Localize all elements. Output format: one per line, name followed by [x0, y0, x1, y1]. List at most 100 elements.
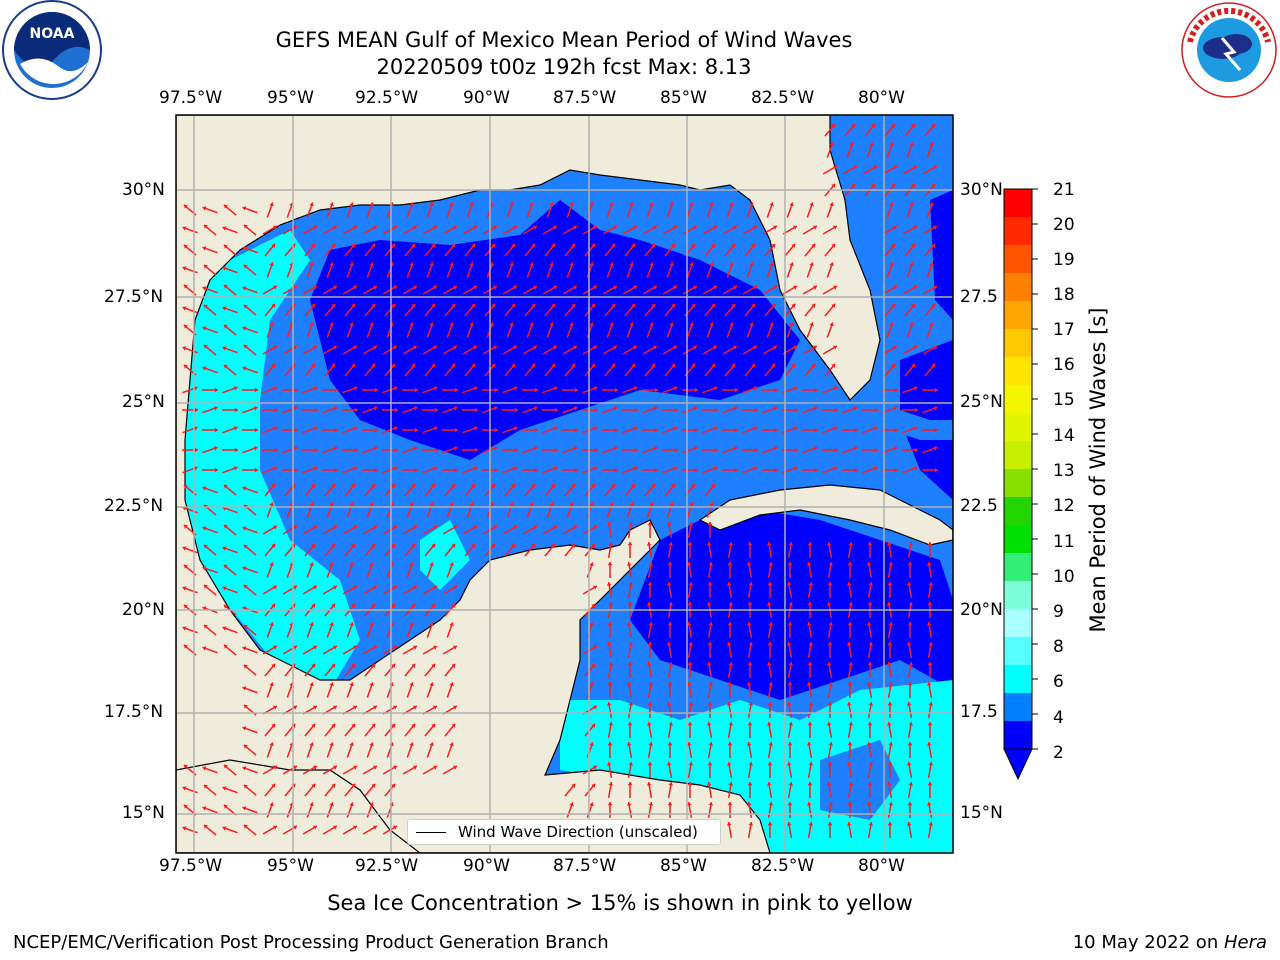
wave-direction-arrowhead	[349, 802, 354, 807]
wave-direction-arrowhead	[689, 502, 694, 507]
wave-direction-arrowhead	[767, 582, 773, 586]
wave-direction-arrowhead	[827, 822, 833, 826]
wave-direction-arrowhead	[454, 387, 458, 393]
colorbar-segment	[1004, 721, 1032, 750]
wave-direction-arrowhead	[494, 387, 498, 393]
wave-direction-arrowhead	[333, 285, 337, 290]
wave-direction-arrowhead	[223, 764, 228, 769]
land-cuba	[698, 484, 953, 546]
wave-direction-arrowhead	[393, 645, 397, 650]
wave-direction-arrowhead	[714, 407, 718, 413]
wave-direction-arrowhead	[668, 602, 674, 606]
wave-direction-arrowhead	[609, 202, 614, 207]
wave-direction-arrowhead	[629, 262, 634, 267]
wave-direction-arrowhead	[183, 324, 188, 329]
wave-direction-arrowhead	[183, 204, 188, 209]
wave-direction-arrowhead	[473, 466, 478, 471]
wave-direction-arrowhead	[891, 123, 896, 128]
wave-direction-arrowhead	[213, 406, 218, 411]
wave-direction-arrowhead	[433, 645, 437, 650]
wave-direction-arrowhead	[813, 406, 818, 411]
wave-direction-arrowhead	[233, 426, 238, 431]
wave-direction-arrowhead	[309, 262, 314, 267]
lat-label-right: 20°N	[960, 600, 1003, 620]
wave-direction-arrowhead	[182, 786, 187, 791]
wave-direction-arrowhead	[748, 702, 754, 706]
wave-direction-arrowhead	[711, 483, 716, 488]
wave-direction-arrowhead	[647, 642, 653, 646]
wave-direction-arrowhead	[691, 483, 696, 488]
wave-direction-arrowhead	[826, 542, 832, 546]
wave-direction-arrowhead	[183, 644, 188, 649]
wave-direction-arrowhead	[334, 387, 338, 393]
wave-direction-arrowhead	[874, 447, 878, 453]
wave-direction-arrowhead	[409, 742, 414, 747]
lon-label-bottom: 92.5°W	[355, 856, 419, 876]
wave-direction-arrowhead	[313, 225, 317, 230]
wave-direction-arrowhead	[311, 783, 316, 788]
wave-direction-arrowhead	[413, 225, 417, 230]
wave-direction-arrowhead	[471, 363, 476, 368]
colorbar-segment	[1004, 637, 1032, 666]
wave-direction-arrowhead	[413, 446, 418, 451]
wave-direction-arrowhead	[269, 562, 274, 567]
wave-direction-arrowhead	[313, 426, 318, 431]
wave-direction-arrowhead	[369, 802, 374, 807]
wave-direction-arrowhead	[828, 622, 834, 626]
wave-direction-arrowhead	[686, 802, 692, 806]
wave-direction-arrowhead	[243, 344, 248, 349]
wave-direction-arrowhead	[223, 364, 228, 369]
wave-direction-arrowhead	[589, 742, 594, 747]
wave-direction-arrowhead	[607, 622, 613, 626]
wave-direction-arrowhead	[373, 525, 377, 530]
wave-direction-arrowhead	[573, 406, 578, 411]
colorbar-tick: 20	[1053, 215, 1075, 235]
wave-direction-arrowhead	[731, 243, 736, 248]
wave-direction-arrowhead	[183, 484, 188, 489]
wave-direction-arrowhead	[908, 602, 914, 606]
wave-direction-arrowhead	[831, 183, 836, 188]
wave-direction-arrowhead	[691, 303, 696, 308]
wave-direction-arrowhead	[773, 225, 777, 230]
map-frame	[175, 114, 954, 854]
wave-direction-arrowhead	[887, 762, 893, 766]
wave-direction-arrowhead	[391, 663, 396, 668]
wave-direction-arrowhead	[714, 447, 718, 453]
wave-direction-arrowhead	[728, 542, 734, 546]
legend: Wind Wave Direction (unscaled)	[407, 819, 721, 845]
wave-direction-arrowhead	[774, 427, 778, 433]
wave-direction-arrowhead	[633, 466, 638, 471]
wave-direction-arrowhead	[449, 742, 454, 747]
wave-direction-arrowhead	[223, 284, 228, 289]
wave-direction-arrowhead	[628, 582, 634, 586]
lat-label-left: 17.5°N	[104, 702, 164, 722]
wave-direction-arrowhead	[589, 802, 594, 807]
wave-direction-arrowhead	[222, 786, 227, 791]
wave-direction-arrowhead	[888, 742, 894, 746]
wave-direction-arrowhead	[254, 387, 258, 393]
legend-line	[416, 832, 446, 833]
wave-direction-arrowhead	[633, 345, 637, 350]
wave-direction-arrowhead	[203, 544, 208, 549]
wave-direction-arrowhead	[773, 406, 778, 411]
wave-direction-arrowhead	[607, 802, 613, 806]
wave-direction-arrowhead	[513, 285, 517, 290]
wave-direction-arrowhead	[243, 664, 248, 669]
wave-direction-arrowhead	[533, 345, 537, 350]
wave-direction-arrowhead	[449, 562, 454, 567]
wave-direction-arrowhead	[313, 705, 317, 710]
wave-direction-arrowhead	[589, 682, 594, 687]
wave-direction-arrowhead	[351, 303, 356, 308]
wave-direction-arrowhead	[514, 447, 518, 453]
wave-direction-arrowhead	[908, 542, 914, 546]
wave-direction-arrowhead	[182, 546, 187, 551]
wave-direction-arrowhead	[653, 446, 658, 451]
wave-direction-arrowhead	[747, 602, 753, 606]
wave-direction-arrowhead	[713, 426, 718, 431]
wave-direction-arrowhead	[766, 722, 772, 726]
wave-direction-arrowhead	[371, 243, 376, 248]
wave-direction-arrowhead	[886, 782, 892, 786]
wave-direction-arrowhead	[313, 285, 317, 290]
wave-direction-arrowhead	[349, 202, 354, 207]
wave-direction-arrowhead	[668, 662, 674, 666]
